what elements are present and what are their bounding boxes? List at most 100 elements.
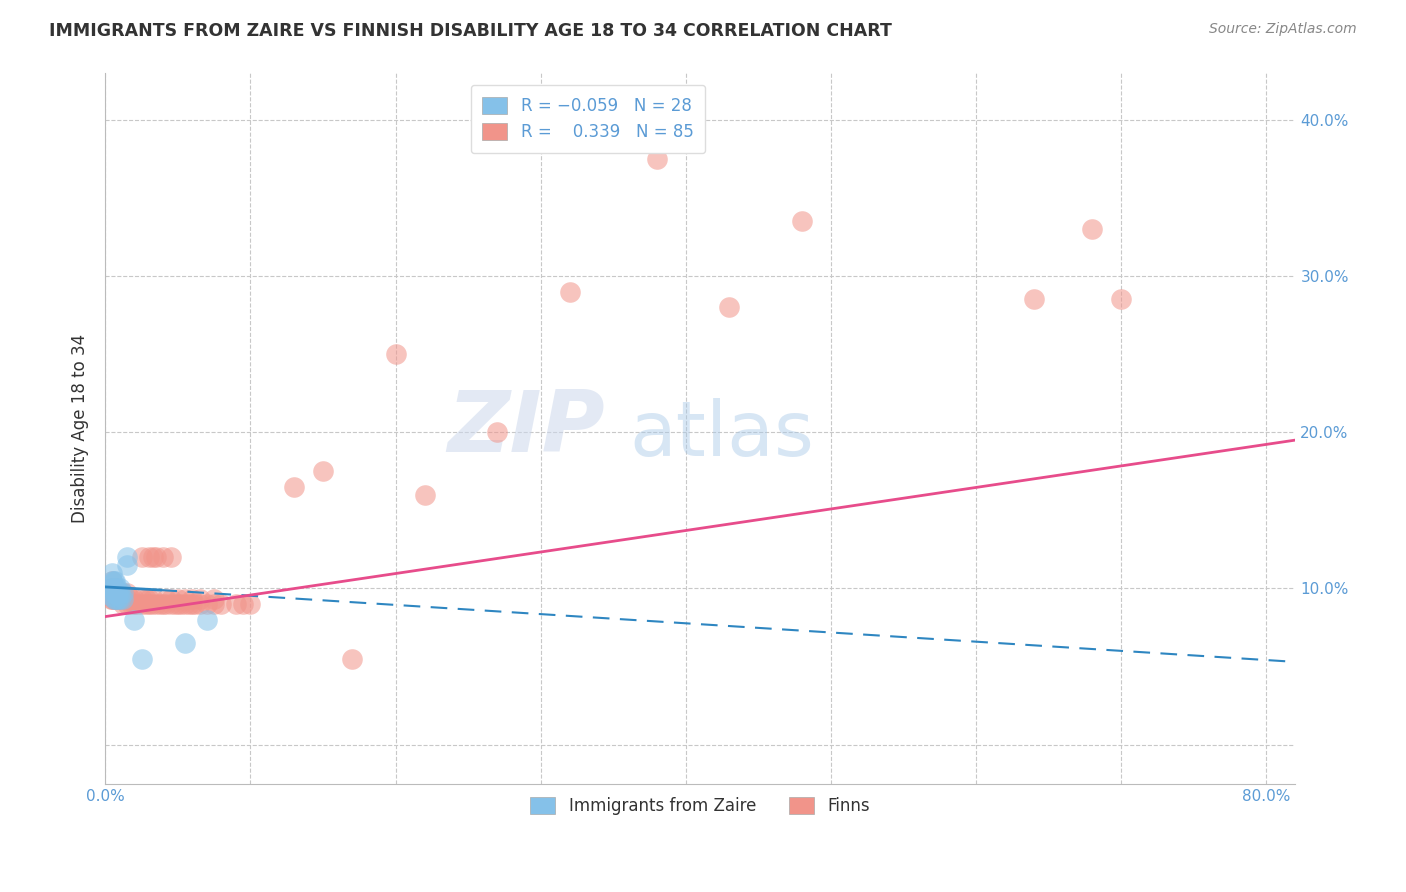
Point [155,597,177,611]
Point [120,597,142,611]
Point [122,597,145,611]
Point [108,586,131,600]
Text: Source: ZipAtlas.com: Source: ZipAtlas.com [1209,22,1357,37]
Point [138,597,160,611]
Point [645,152,668,166]
Point [159,550,181,565]
Point [107,592,129,607]
Point [141,597,163,611]
Point [486,425,509,440]
Point [155,592,177,607]
Point [790,214,813,228]
Point [104,582,127,596]
Legend: Immigrants from Zaire, Finns: Immigrants from Zaire, Finns [520,787,880,825]
Point [188,592,211,607]
Point [115,558,138,572]
Point [131,592,153,607]
Point [131,597,153,611]
Point [174,636,197,650]
Point [135,597,157,611]
Point [104,592,127,607]
Point [101,574,124,588]
Point [166,592,188,607]
Point [115,597,138,611]
Point [149,597,172,611]
Point [108,592,131,607]
Point [181,597,204,611]
Point [202,592,225,607]
Point [104,574,127,588]
Point [122,592,145,607]
Point [239,597,262,611]
Point [115,550,138,565]
Point [122,613,145,627]
Point [111,586,134,600]
Point [152,597,174,611]
Point [145,550,167,565]
Text: ZIP: ZIP [447,387,605,470]
Point [131,652,153,666]
Point [100,582,122,596]
Point [170,597,193,611]
Point [152,550,174,565]
Point [127,597,149,611]
Point [105,586,128,600]
Point [111,586,134,600]
Point [718,301,741,315]
Point [120,592,142,607]
Point [202,597,225,611]
Point [104,586,127,600]
Point [135,592,157,607]
Point [115,592,138,607]
Point [103,586,125,600]
Point [312,464,335,478]
Point [101,582,124,596]
Point [105,592,128,607]
Point [195,613,218,627]
Point [179,597,201,611]
Point [159,592,181,607]
Point [166,597,188,611]
Point [142,550,165,565]
Point [101,574,124,588]
Point [111,592,134,607]
Point [108,582,131,596]
Point [103,586,125,600]
Point [1109,293,1132,307]
Point [105,592,128,607]
Point [101,566,124,580]
Point [107,592,129,607]
Point [101,586,124,600]
Point [558,285,581,299]
Point [104,592,127,607]
Point [105,582,128,596]
Point [209,597,232,611]
Point [1081,222,1104,236]
Point [105,586,128,600]
Point [181,592,204,607]
Point [145,597,167,611]
Point [283,480,305,494]
Point [131,550,153,565]
Point [413,488,436,502]
Point [138,592,160,607]
Point [195,597,218,611]
Point [340,652,363,666]
Point [174,597,197,611]
Point [103,592,125,607]
Point [103,582,125,596]
Point [103,592,125,607]
Point [174,592,197,607]
Point [103,582,125,596]
Point [384,347,406,361]
Point [111,592,134,607]
Point [1024,293,1046,307]
Point [184,597,207,611]
Point [104,586,127,600]
Point [108,592,131,607]
Text: IMMIGRANTS FROM ZAIRE VS FINNISH DISABILITY AGE 18 TO 34 CORRELATION CHART: IMMIGRANTS FROM ZAIRE VS FINNISH DISABIL… [49,22,891,40]
Point [232,597,254,611]
Point [103,574,125,588]
Y-axis label: Disability Age 18 to 34: Disability Age 18 to 34 [72,334,89,523]
Text: atlas: atlas [628,399,814,473]
